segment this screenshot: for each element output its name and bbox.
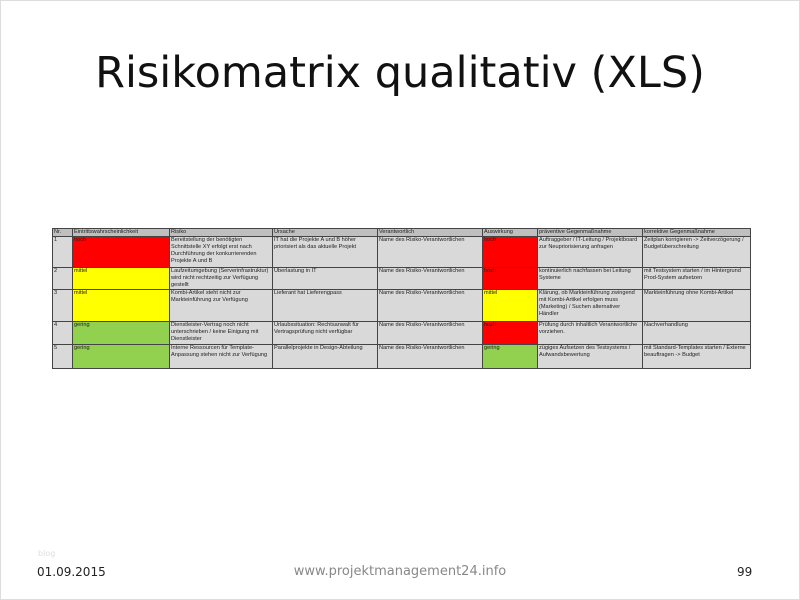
cell-prev: Prüfung durch inhaltlich Verantwortliche…: [537, 321, 643, 345]
cell-cause: Überlastung in IT: [272, 267, 378, 290]
cell-prob: mittel: [72, 289, 170, 322]
cell-nr: 3: [52, 289, 73, 322]
cell-risk: Bereitstellung der benötigten Schnittste…: [169, 236, 273, 268]
cell-prev: Klärung, ob Markteinführung zwingend mit…: [537, 289, 643, 322]
cell-prob: gering: [72, 344, 170, 369]
cell-corr: mit Testsystem starten / im Hintergrund …: [642, 267, 751, 290]
column-header: Risiko: [169, 228, 273, 237]
column-header: Eintrittswahrscheinlichkeit: [72, 228, 170, 237]
cell-nr: 5: [52, 344, 73, 369]
column-header: Nr.: [52, 228, 73, 237]
table-row: 3 mittel Kombi-Artikel steht nicht zur Mar…: [52, 289, 751, 322]
cell-cause: Parallelprojekte in Design-Abteilung: [272, 344, 378, 369]
cell-prev: kontinuierlich nachfassen bei Leitung Sy…: [537, 267, 643, 290]
column-header: korrektive Gegenmaßnahme: [642, 228, 751, 237]
cell-impact: gering: [482, 344, 538, 369]
cell-risk: Kombi-Artikel steht nicht zur Markteinfü…: [169, 289, 273, 322]
cell-cause: Urlaubssituation: Rechtsanwalt für Vertr…: [272, 321, 378, 345]
cell-nr: 1: [52, 236, 73, 268]
page-number: 99: [737, 565, 753, 579]
cell-risk: Laufzeitumgebung (Serverinfrastruktur) w…: [169, 267, 273, 290]
table-row: 5 gering Interne Ressourcen für Template-A…: [52, 344, 751, 369]
footer-date: 01.09.2015: [37, 565, 106, 579]
cell-prob: gering: [72, 321, 170, 345]
cell-owner: Name des Risiko-Verantwortlichen: [377, 321, 483, 345]
column-header: Ursache: [272, 228, 378, 237]
column-header: Auswirkung: [482, 228, 538, 237]
cell-risk: Interne Ressourcen für Template-Anpassun…: [169, 344, 273, 369]
table-row: 2 mittel Laufzeitumgebung (Serverinfrastru…: [52, 267, 751, 290]
table-row: 1 hoch Bereitstellung der benötigten Schni…: [52, 236, 751, 268]
cell-corr: Markteinführung ohne Kombi-Artikel: [642, 289, 751, 322]
cell-prob: mittel: [72, 267, 170, 290]
cell-impact: mittel: [482, 289, 538, 322]
cell-corr: mit Standard-Templates starten / Externe…: [642, 344, 751, 369]
cell-nr: 4: [52, 321, 73, 345]
cell-corr: Zeitplan korrigieren -> Zeitverzögerung …: [642, 236, 751, 268]
cell-owner: Name des Risiko-Verantwortlichen: [377, 344, 483, 369]
cell-owner: Name des Risiko-Verantwortlichen: [377, 236, 483, 268]
cell-prev: zügiges Aufsetzen des Testsystems / Aufw…: [537, 344, 643, 369]
cell-risk: Dienstleister-Vertrag noch nicht untersc…: [169, 321, 273, 345]
cell-prob: hoch: [72, 236, 170, 268]
cell-prev: Auftraggeber / IT-Leitung / Projektboard…: [537, 236, 643, 268]
faint-label: blog: [38, 549, 56, 558]
cell-impact: hoch: [482, 321, 538, 345]
cell-nr: 2: [52, 267, 73, 290]
column-header: präventive Gegenmaßnahme: [537, 228, 643, 237]
cell-owner: Name des Risiko-Verantwortlichen: [377, 289, 483, 322]
slide-title: Risikomatrix qualitativ (XLS): [95, 48, 705, 98]
column-header: Verantwortlich: [377, 228, 483, 237]
cell-impact: hoch: [482, 267, 538, 290]
table-row: 4 gering Dienstleister-Vertrag noch nicht …: [52, 321, 751, 345]
cell-corr: Nachverhandlung: [642, 321, 751, 345]
cell-owner: Name des Risiko-Verantwortlichen: [377, 267, 483, 290]
footer-url: www.projektmanagement24.info: [293, 564, 507, 579]
cell-cause: IT hat die Projekte A und B höher priori…: [272, 236, 378, 268]
cell-impact: hoch: [482, 236, 538, 268]
risk-matrix-table: Nr. Eintrittswahrscheinlichkeit Risiko Ursa…: [52, 228, 751, 369]
cell-cause: Lieferant hat Lieferengpass: [272, 289, 378, 322]
